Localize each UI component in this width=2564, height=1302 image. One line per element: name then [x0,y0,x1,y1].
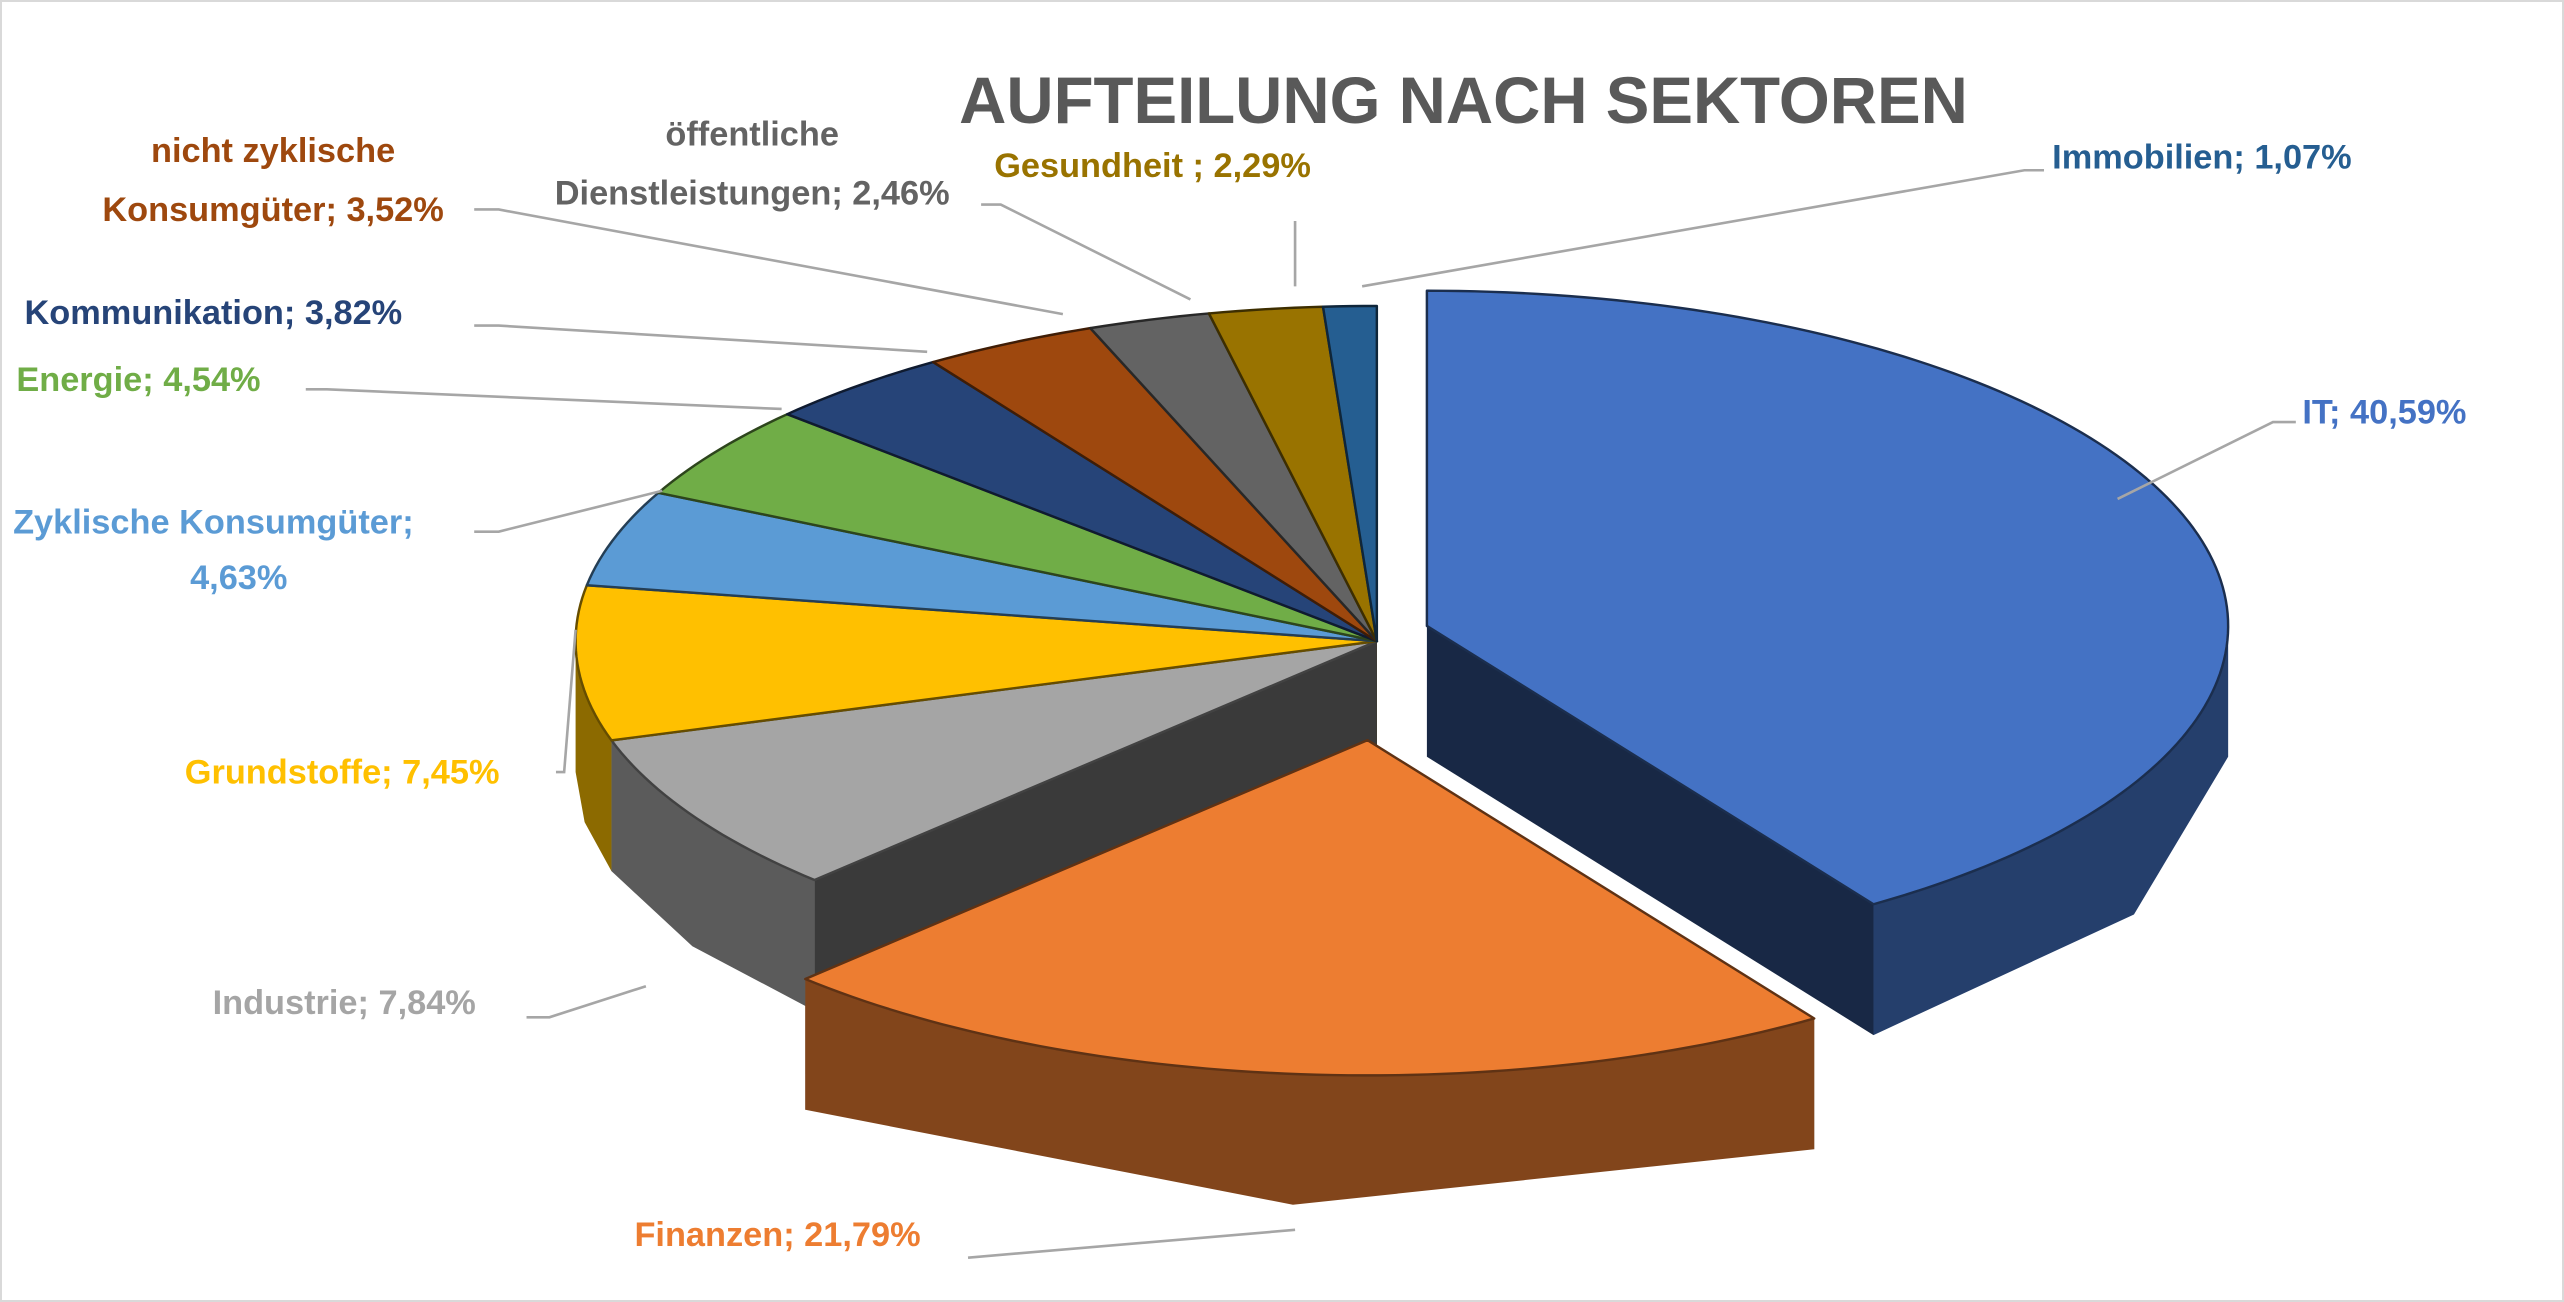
label-zyklische-value: 4,63% [190,559,287,597]
slice-it [1425,289,2230,906]
slice--ffentliche-dienstleistungen [1089,312,1379,643]
leader-line-nicht-zyklische [474,208,1064,316]
slice-finanzen [804,738,1816,1077]
label-oeffentliche: öffentliche [665,116,839,154]
label-grundstoffe: Grundstoffe; 7,45% [185,753,500,791]
label-gesundheit: Gesundheit ; 2,29% [994,147,1311,185]
label-oeffentliche-value: Dienstleistungen; 2,46% [555,175,950,213]
slice-side-grundstoffe [575,641,612,872]
leader-line-immobilien [1361,168,2045,288]
leader-line-industrie [526,984,647,1019]
slice-energie [657,412,1379,643]
leader-line-it [2117,420,2296,501]
leader-line-kommunikation [474,324,928,354]
slice-grundstoffe [574,583,1379,742]
leader-lines [305,168,2296,1259]
pie-slices [574,289,2230,1205]
slice-zyklische-konsumg-ter [585,491,1379,643]
label-zyklische: Zyklische Konsumgüter; [13,503,414,541]
label-it: IT; 40,59% [2302,394,2466,432]
label-energie: Energie; 4,54% [16,361,260,399]
slice-industrie [610,639,1379,882]
leader-line-energie [305,388,782,411]
chart-title: AUFTEILUNG NACH SEKTOREN [959,64,1968,137]
leader-line-grundstoffe [555,629,577,774]
leader-line-finanzen [967,1228,1296,1259]
slice-nicht-zyklische-konsumg-ter [931,326,1379,643]
slice-gesundheit [1207,305,1379,643]
slice-kommunikation [786,360,1379,643]
slice-side-industrie [611,740,815,1011]
label-industrie: Industrie; 7,84% [213,984,476,1022]
label-finanzen: Finanzen; 21,79% [634,1216,920,1254]
leader-line-oeffentliche [981,203,1192,301]
slice-cut-face-it [1426,625,1874,1036]
label-nicht-zyklische-value: Konsumgüter; 3,52% [102,191,443,229]
label-nicht-zyklische: nicht zyklische [151,132,395,170]
label-immobilien: Immobilien; 1,07% [2052,139,2352,177]
slice-side-it [1873,625,2229,1036]
slice-side-finanzen [805,978,1815,1205]
label-kommunikation: Kommunikation; 3,82% [25,294,403,332]
data-labels: IT; 40,59% Finanzen; 21,79% Industrie; 7… [13,116,2466,1254]
leader-line-zyklische [474,489,663,533]
slice-immobilien [1321,304,1379,643]
